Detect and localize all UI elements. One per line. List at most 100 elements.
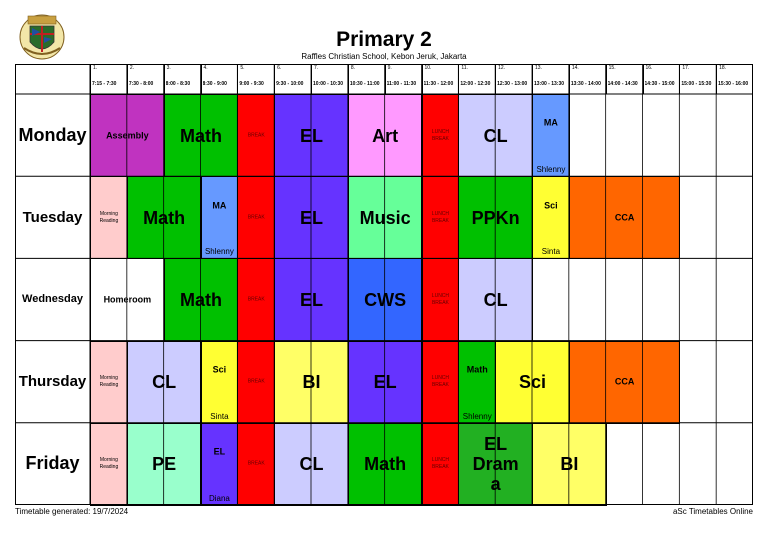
period-number: 8. xyxy=(350,65,355,71)
lesson-label: Sci xyxy=(518,372,546,393)
lesson-cell[interactable]: Math xyxy=(126,176,202,260)
period-header: 11. 12:00 - 12:30 xyxy=(458,64,495,94)
lesson-cell[interactable]: CL xyxy=(274,422,349,506)
lesson-cell[interactable]: Sci Sinta xyxy=(532,176,570,260)
lesson-label: EL xyxy=(299,289,323,310)
period-time: 9:30 - 10:00 xyxy=(276,81,304,87)
period-number: 17. xyxy=(682,65,690,71)
period-header: 6. 9:30 - 10:00 xyxy=(274,64,311,94)
lesson-label: EL xyxy=(373,372,397,393)
footer-brand: aSc Timetables Online xyxy=(672,507,753,516)
period-time: 14:30 - 15:00 xyxy=(644,81,675,87)
period-number: 14. xyxy=(571,65,579,71)
period-number: 15. xyxy=(608,65,616,71)
period-header: 10. 11:30 - 12:00 xyxy=(421,64,459,94)
period-number: 3. xyxy=(166,65,171,71)
lesson-cell[interactable]: BREAK xyxy=(237,422,276,506)
period-header: 5. 9:00 - 9:30 xyxy=(237,64,274,94)
period-header: 4. 8:30 - 9:00 xyxy=(200,64,238,94)
lesson-cell[interactable]: Sci xyxy=(495,340,570,424)
lesson-cell[interactable]: Math xyxy=(163,94,239,178)
lesson-cell[interactable]: CCA xyxy=(568,176,681,260)
period-number: 6. xyxy=(277,65,282,71)
lesson-cell[interactable]: MA Shlenny xyxy=(200,176,239,260)
school-subtitle: Raffles Christian School, Kebon Jeruk, J… xyxy=(301,52,467,61)
lesson-cell[interactable]: EL Diana xyxy=(200,422,239,506)
teacher-name: Sinta xyxy=(210,411,229,421)
lesson-cell[interactable]: PE xyxy=(126,422,202,506)
lesson-label: PE xyxy=(152,454,177,475)
lesson-cell[interactable]: Art xyxy=(347,94,423,178)
period-time: 10:00 - 10:30 xyxy=(313,81,344,87)
period-time: 13:00 - 13:30 xyxy=(534,81,565,87)
lesson-cell[interactable]: Music xyxy=(347,176,423,260)
period-time: 7:15 - 7:30 xyxy=(92,81,117,87)
lesson-cell[interactable]: LUNCH BREAK xyxy=(421,340,460,424)
lesson-cell[interactable]: LUNCH BREAK xyxy=(421,176,460,260)
period-number: 2. xyxy=(129,65,134,71)
lesson-cell[interactable]: MA Shlenny xyxy=(532,94,570,178)
lesson-label: Music xyxy=(359,207,411,228)
period-number: 13. xyxy=(535,65,542,71)
period-header: 7. 10:00 - 10:30 xyxy=(311,64,348,94)
period-number: 16. xyxy=(645,65,653,71)
period-time: 14:00 - 14:30 xyxy=(607,81,638,87)
lesson-cell[interactable]: BI xyxy=(532,422,607,506)
lesson-label: BI xyxy=(560,454,579,475)
lesson-label: BREAK xyxy=(247,296,265,303)
lesson-cell[interactable]: Morning Reading xyxy=(90,422,128,506)
lesson-label: Homeroom xyxy=(103,294,152,305)
lesson-label: BREAK xyxy=(247,378,265,385)
lesson-label: CWS xyxy=(364,289,407,310)
period-header: 3. 8:00 - 8:30 xyxy=(163,64,201,94)
lesson-cell[interactable]: CL xyxy=(458,258,533,342)
lesson-cell[interactable]: BREAK xyxy=(237,340,276,424)
lesson-cell[interactable]: EL xyxy=(274,94,349,178)
teacher-name: Shlenny xyxy=(462,411,492,421)
lesson-cell[interactable]: EL Dram a xyxy=(458,422,533,506)
lesson-label: Math xyxy=(143,207,186,228)
lesson-label: Math xyxy=(364,454,407,475)
lesson-cell[interactable]: LUNCH BREAK xyxy=(421,94,460,178)
lesson-cell[interactable]: CL xyxy=(126,340,202,424)
lesson-cell[interactable]: EL xyxy=(274,176,349,260)
school-crest-logo xyxy=(19,14,65,60)
period-number: 18. xyxy=(719,65,727,71)
lesson-label: EL xyxy=(299,207,323,228)
lesson-label: Morning Reading xyxy=(99,457,119,471)
lesson-label: BREAK xyxy=(247,132,265,139)
teacher-name: Diana xyxy=(208,493,230,503)
lesson-label: Math xyxy=(179,125,222,146)
lesson-label: LUNCH BREAK xyxy=(431,375,450,389)
lesson-cell[interactable]: Sci Sinta xyxy=(200,340,239,424)
lesson-cell[interactable]: BREAK xyxy=(237,176,276,260)
lesson-cell[interactable]: Math Shlenny xyxy=(458,340,497,424)
day-label: Monday xyxy=(18,124,87,145)
lesson-cell[interactable]: BI xyxy=(274,340,349,424)
lesson-cell[interactable]: Morning Reading xyxy=(90,176,128,260)
day-label: Friday xyxy=(25,453,80,474)
lesson-cell[interactable]: CCA xyxy=(568,340,681,424)
lesson-cell[interactable]: LUNCH BREAK xyxy=(421,258,460,342)
lesson-cell[interactable]: PPKn xyxy=(458,176,533,260)
lesson-cell[interactable]: Morning Reading xyxy=(90,340,128,424)
lesson-label: CCA xyxy=(614,212,635,223)
generated-date: Timetable generated: 19/7/2024 xyxy=(15,507,129,516)
lesson-cell[interactable]: EL xyxy=(347,340,423,424)
lesson-cell[interactable]: Math xyxy=(347,422,423,506)
lesson-cell[interactable]: Homeroom xyxy=(90,258,165,342)
lesson-cell[interactable]: EL xyxy=(274,258,349,342)
lesson-cell[interactable]: CL xyxy=(458,94,533,178)
lesson-cell[interactable]: LUNCH BREAK xyxy=(421,422,460,506)
teacher-name: Shlenny xyxy=(204,247,234,257)
lesson-cell[interactable]: CWS xyxy=(347,258,423,342)
period-time: 7:30 - 8:00 xyxy=(128,81,154,87)
lesson-cell[interactable]: Math xyxy=(163,258,239,342)
lesson-cell[interactable]: BREAK xyxy=(237,94,276,178)
lesson-label: Morning Reading xyxy=(99,210,119,224)
day-label: Thursday xyxy=(18,373,87,391)
lesson-cell[interactable]: Assembly xyxy=(90,94,165,178)
lesson-label: LUNCH BREAK xyxy=(431,457,450,471)
period-number: 1. xyxy=(93,65,98,71)
lesson-cell[interactable]: BREAK xyxy=(237,258,276,342)
